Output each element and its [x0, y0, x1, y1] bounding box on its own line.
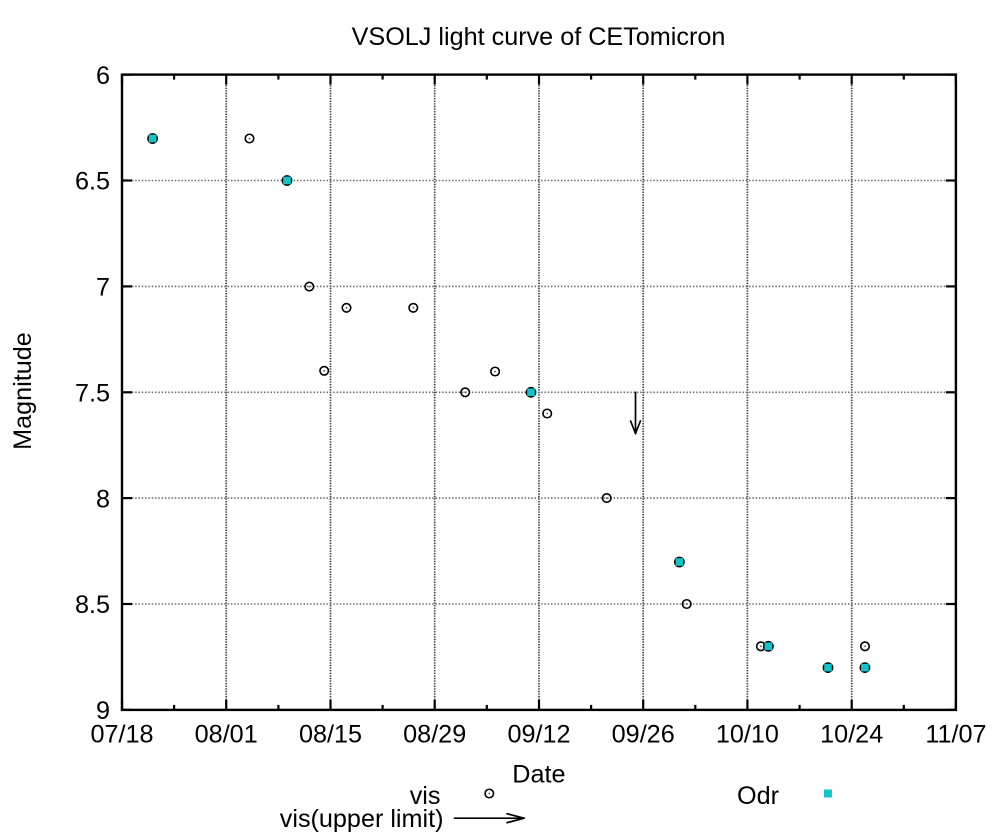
svg-text:08/15: 08/15 [299, 721, 362, 749]
svg-text:6: 6 [96, 62, 110, 90]
svg-text:10/24: 10/24 [820, 721, 883, 749]
svg-text:08/29: 08/29 [403, 721, 466, 749]
svg-text:Odr: Odr [737, 782, 779, 810]
svg-text:8: 8 [96, 485, 110, 513]
svg-text:7.5: 7.5 [75, 380, 110, 408]
svg-text:7: 7 [96, 274, 110, 302]
svg-text:9: 9 [96, 697, 110, 725]
svg-text:VSOLJ light curve of CETomicro: VSOLJ light curve of CETomicron [352, 23, 726, 51]
svg-text:09/26: 09/26 [612, 721, 675, 749]
svg-text:07/18: 07/18 [90, 721, 153, 749]
svg-text:08/01: 08/01 [195, 721, 258, 749]
svg-text:10/10: 10/10 [716, 721, 779, 749]
svg-text:11/07: 11/07 [925, 721, 986, 749]
svg-text:Date: Date [512, 761, 565, 789]
svg-text:vis(upper limit): vis(upper limit) [280, 805, 444, 833]
svg-text:09/12: 09/12 [507, 721, 570, 749]
svg-text:8.5: 8.5 [75, 591, 110, 619]
svg-text:Magnitude: Magnitude [9, 332, 37, 450]
svg-text:vis: vis [410, 782, 441, 810]
svg-text:6.5: 6.5 [75, 168, 110, 196]
